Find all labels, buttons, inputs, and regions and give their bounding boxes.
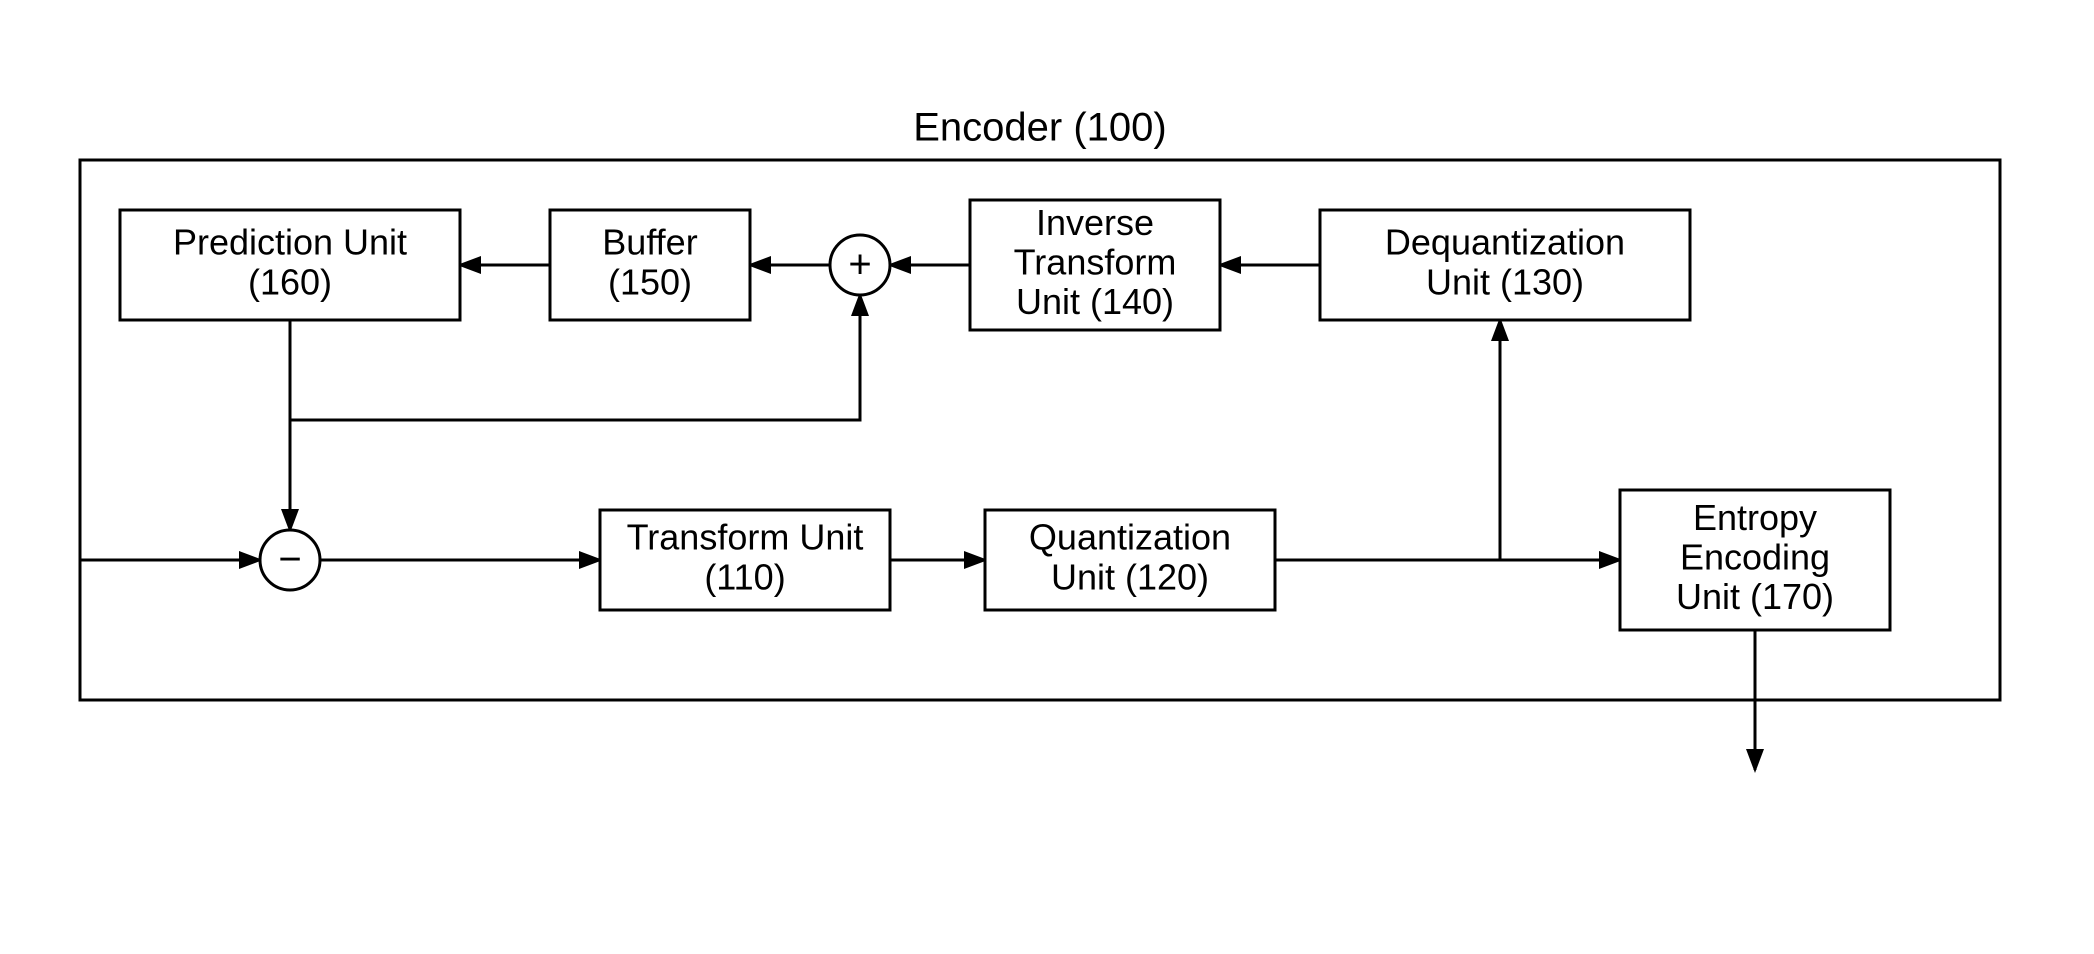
node-inverse-label-0: Inverse	[1036, 202, 1154, 243]
node-transform-label-1: (110)	[704, 556, 785, 597]
node-buffer-label-0: Buffer	[602, 222, 697, 263]
node-dequant-label-1: Unit (130)	[1426, 261, 1584, 302]
node-quant-label-1: Unit (120)	[1051, 556, 1209, 597]
node-quant-label-0: Quantization	[1029, 517, 1231, 558]
node-subtractor-symbol: −	[278, 538, 301, 582]
diagram-title: Encoder (100)	[913, 106, 1166, 150]
node-entropy-label-2: Unit (170)	[1676, 576, 1834, 617]
node-buffer-label-1: (150)	[608, 261, 692, 302]
node-prediction-label-0: Prediction Unit	[173, 222, 407, 263]
node-entropy-label-1: Encoding	[1680, 537, 1830, 578]
encoder-diagram: Encoder (100)Prediction Unit(160)Buffer(…	[0, 0, 2094, 954]
node-inverse-label-1: Transform	[1014, 242, 1177, 283]
node-dequant-label-0: Dequantization	[1385, 222, 1625, 263]
node-entropy-label-0: Entropy	[1693, 497, 1817, 538]
node-transform-label-0: Transform Unit	[627, 517, 864, 558]
node-prediction-label-1: (160)	[248, 261, 332, 302]
node-inverse-label-2: Unit (140)	[1016, 281, 1174, 322]
node-adder-symbol: +	[848, 243, 871, 287]
